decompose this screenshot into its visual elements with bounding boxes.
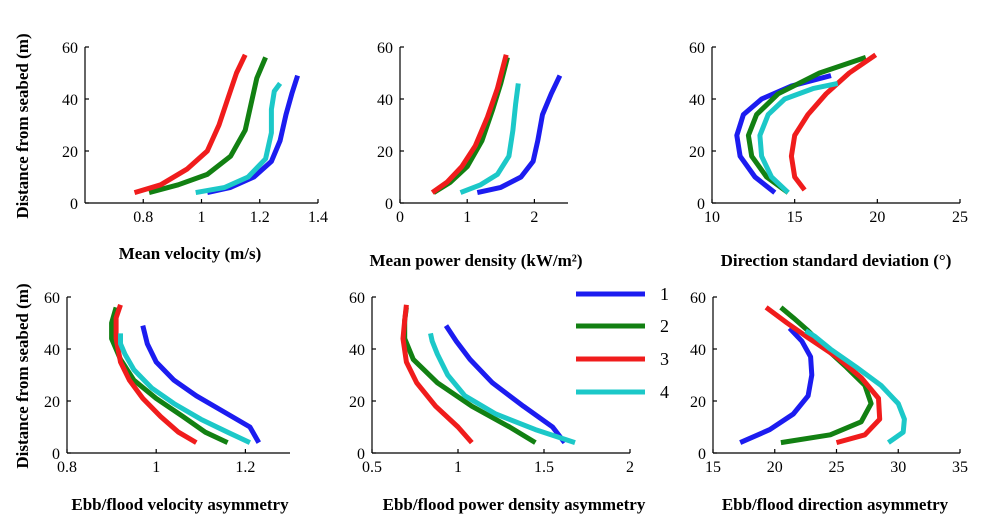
series-1-line <box>443 324 567 445</box>
series-3-line <box>133 53 248 195</box>
panel-ebb-flood-velocity-asymmetry: 0.8 1 1.2 0 20 40 60 Ebb/flood velocity asymme… <box>44 290 290 514</box>
series-2-line <box>779 305 874 446</box>
series-3-line <box>430 54 509 195</box>
legend-label-series-2: 2 <box>660 316 669 336</box>
series-4-line <box>459 83 521 195</box>
y-tick-label-60: 60 <box>349 290 365 307</box>
y-tick-label-40: 40 <box>62 92 78 109</box>
x-tick-label-25: 25 <box>952 209 968 226</box>
legend-label-series-3: 3 <box>660 349 669 369</box>
x-tick-label-20: 20 <box>869 209 885 226</box>
series-3-line <box>400 304 474 445</box>
y-tick-label-20: 20 <box>44 394 60 411</box>
y-tick-label-40: 40 <box>689 92 705 109</box>
x-axis-label-direction-standard-deviation: Direction standard deviation (°) <box>721 251 952 270</box>
y-axis-label-bottom-row: Distance from seabed (m) <box>13 283 32 468</box>
y-tick-label-0: 0 <box>385 196 393 213</box>
x-axis-label-direction-asymmetry: Ebb/flood direction asymmetry <box>722 495 949 514</box>
series-3-line <box>764 305 883 446</box>
series-1-line <box>739 326 815 445</box>
y-tick-label-0: 0 <box>357 446 365 463</box>
x-tick-label-1: 1 <box>198 209 206 226</box>
series-4-line <box>757 80 839 195</box>
x-tick-label-1: 1 <box>454 459 462 476</box>
x-tick-label-2: 2 <box>626 459 634 476</box>
series-4-line <box>804 328 907 445</box>
series-1-line <box>140 324 261 444</box>
y-tick-label-60: 60 <box>62 40 78 57</box>
x-tick-label-0p8: 0.8 <box>57 459 77 476</box>
y-tick-label-40: 40 <box>44 342 60 359</box>
legend-label-series-1: 1 <box>660 284 669 304</box>
panel-mean-velocity: 0.8 1 1.2 1.4 0 20 40 60 Mean velocity (m/s) <box>62 40 328 263</box>
y-tick-label-0: 0 <box>52 446 60 463</box>
y-tick-label-0: 0 <box>70 196 78 213</box>
series-2-line <box>745 55 867 195</box>
x-tick-label-1: 1 <box>463 209 471 226</box>
x-tick-label-15: 15 <box>787 209 803 226</box>
x-tick-label-1p2: 1.2 <box>235 459 255 476</box>
panel-ebb-flood-direction-asymmetry: 15 20 25 30 35 0 20 40 60 Ebb/flood direction as… <box>690 290 968 514</box>
y-tick-label-60: 60 <box>690 290 706 307</box>
x-tick-label-20: 20 <box>767 459 783 476</box>
x-axis-label-mean-power-density: Mean power density (kW/m²) <box>369 251 582 270</box>
x-tick-label-25: 25 <box>829 459 845 476</box>
x-tick-label-10: 10 <box>704 209 720 226</box>
x-axis-label-velocity-asymmetry: Ebb/flood velocity asymmetry <box>71 495 289 514</box>
x-tick-label-15: 15 <box>705 459 721 476</box>
y-tick-label-40: 40 <box>377 92 393 109</box>
x-tick-label-1p4: 1.4 <box>308 209 328 226</box>
x-tick-label-1: 1 <box>152 459 160 476</box>
y-tick-label-0: 0 <box>697 196 705 213</box>
y-tick-label-0: 0 <box>698 446 706 463</box>
series-2-line <box>109 306 229 445</box>
x-tick-label-0p8: 0.8 <box>133 209 153 226</box>
legend-label-series-4: 4 <box>660 382 669 402</box>
y-tick-label-20: 20 <box>349 394 365 411</box>
legend: 1 2 3 4 <box>576 284 669 402</box>
y-tick-label-60: 60 <box>689 40 705 57</box>
series-3-line <box>113 303 198 445</box>
series-3-line <box>788 52 878 192</box>
y-tick-label-40: 40 <box>349 342 365 359</box>
y-tick-label-60: 60 <box>44 290 60 307</box>
y-tick-label-20: 20 <box>690 394 706 411</box>
y-tick-label-40: 40 <box>690 342 706 359</box>
y-tick-label-60: 60 <box>377 40 393 57</box>
panel-direction-standard-deviation: 10 15 20 25 0 20 40 60 Direction standard devia… <box>689 40 968 270</box>
x-tick-label-1p5: 1.5 <box>534 459 554 476</box>
x-tick-label-35: 35 <box>952 459 968 476</box>
x-axis-label-power-density-asymmetry: Ebb/flood power density asymmetry <box>383 495 646 514</box>
y-tick-label-20: 20 <box>62 144 78 161</box>
y-tick-label-20: 20 <box>377 144 393 161</box>
x-tick-label-2: 2 <box>530 209 538 226</box>
x-tick-label-1p2: 1.2 <box>250 209 270 226</box>
x-tick-label-30: 30 <box>890 459 906 476</box>
series-4-line <box>195 81 283 196</box>
x-axis-label-mean-velocity: Mean velocity (m/s) <box>119 244 262 263</box>
series-2-line <box>148 56 268 196</box>
series-1-line <box>476 74 563 196</box>
x-tick-label-0p5: 0.5 <box>362 459 382 476</box>
y-axis-label-top-row: Distance from seabed (m) <box>13 33 32 218</box>
series-4-line <box>118 333 251 445</box>
x-tick-label-0: 0 <box>396 209 404 226</box>
y-tick-label-20: 20 <box>689 144 705 161</box>
series-4-line <box>428 332 576 445</box>
